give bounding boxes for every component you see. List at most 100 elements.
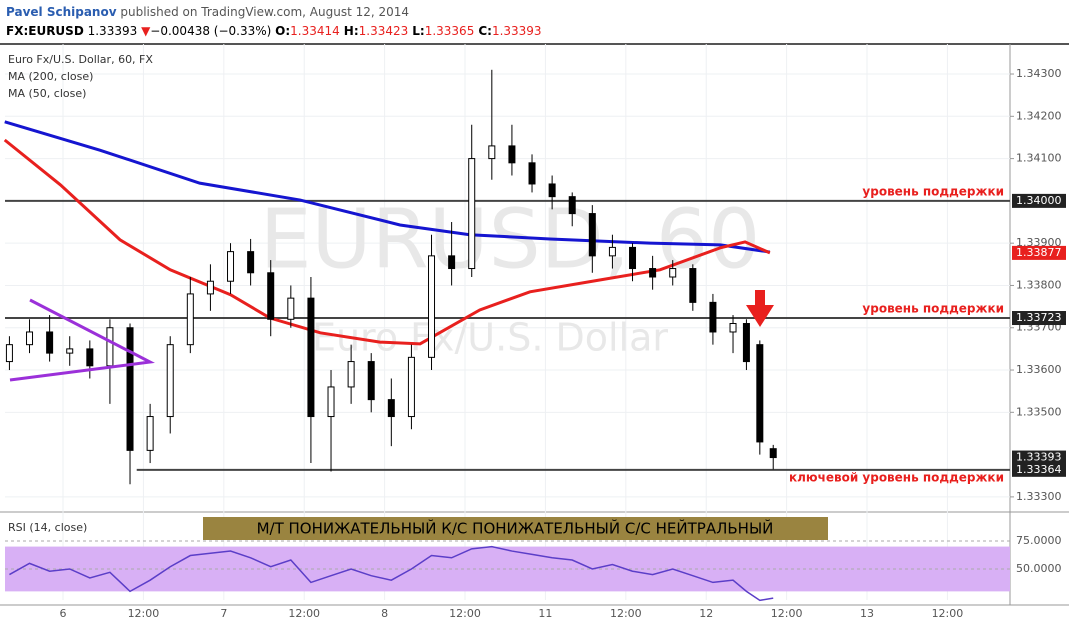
ohlc-key: O: [275, 24, 291, 38]
candle-body [508, 145, 516, 164]
candle-body [46, 331, 54, 354]
candle-body [428, 255, 436, 358]
candle-body [267, 272, 275, 320]
down-arrow [746, 290, 774, 327]
candle-body [206, 280, 214, 295]
price-tag-label: 1.33364 [1016, 463, 1062, 476]
x-tick-label: 8 [381, 607, 388, 620]
x-tick-label: 13 [860, 607, 874, 620]
chart-title: Euro Fx/U.S. Dollar, 60, FX [8, 53, 153, 66]
ohlc-key: C: [478, 24, 492, 38]
symbol: FX:EURUSD [6, 24, 84, 38]
rsi-line [9, 545, 774, 602]
ohlc: O:1.33414 H:1.33423 L:1.33365 C:1.33393 [275, 24, 545, 38]
rsi-title: RSI (14, close) [8, 521, 87, 534]
triangle-pattern [9, 298, 155, 382]
candle-body [186, 293, 194, 346]
candle-body [26, 331, 34, 346]
y-tick-label: 1.33800 [1016, 278, 1062, 291]
level-note: ключевой уровень поддержки [789, 470, 1004, 484]
change-arrow: ▼ [141, 24, 151, 38]
price-tag-label: 1.33723 [1016, 311, 1062, 324]
level-note: уровень поддержки [862, 184, 1004, 198]
candle-body [66, 348, 74, 354]
ohlc-value: 1.33423 [358, 24, 409, 38]
candle-body [488, 145, 496, 160]
ohlc-key: L: [412, 24, 425, 38]
candle-body [448, 255, 456, 270]
x-tick-label: 12:00 [449, 607, 481, 620]
change: −0.00438 (−0.33%) [150, 24, 272, 38]
x-tick-label: 12:00 [610, 607, 642, 620]
candle-body [227, 251, 235, 282]
y-tick-label: 1.33600 [1016, 363, 1062, 376]
author: Pavel Schipanov [6, 5, 117, 19]
candle-body [548, 183, 556, 198]
banner-bg [203, 517, 828, 540]
candle-body [629, 246, 637, 270]
candle-body [106, 327, 114, 367]
candle-body [407, 356, 415, 418]
y-tick-label: 1.33500 [1016, 405, 1062, 418]
y-tick-label: 1.34300 [1016, 67, 1062, 80]
candle-body [756, 344, 764, 443]
candle-body [468, 158, 476, 270]
price-tag [1012, 245, 1066, 260]
candle-body [689, 268, 697, 303]
candle-body [327, 386, 335, 418]
candle-body [769, 448, 777, 459]
ohlc-key: H: [343, 24, 359, 38]
price-tag-label: 1.33877 [1016, 246, 1062, 259]
banner: М/Т ПОНИЖАТЕЛЬНЫЙ К/С ПОНИЖАТЕЛЬНЫЙ С/С … [257, 519, 774, 538]
candle-body [347, 361, 355, 388]
x-tick-label: 12:00 [932, 607, 964, 620]
candle-body [588, 213, 596, 257]
x-tick-label: 12 [699, 607, 713, 620]
candle-body [86, 348, 94, 367]
y-tick-label: 1.34100 [1016, 152, 1062, 165]
candle-body [5, 344, 13, 363]
ma-line [4, 120, 771, 254]
price-tag [1012, 462, 1066, 477]
legend-entry: MA (200, close) [8, 70, 93, 83]
published: published on TradingView.com, August 12,… [120, 5, 410, 19]
price-tag [1012, 450, 1066, 465]
candle-body [568, 196, 576, 215]
x-tick-label: 12:00 [771, 607, 803, 620]
x-tick-label: 11 [538, 607, 552, 620]
candle-body [608, 246, 616, 257]
x-tick-label: 6 [60, 607, 67, 620]
y-tick-label: 75.0000 [1016, 534, 1062, 547]
candle-body [367, 361, 375, 401]
y-tick-label: 1.33300 [1016, 490, 1062, 503]
price-tag [1012, 193, 1066, 208]
legend-entry: MA (50, close) [8, 87, 86, 100]
header: Pavel Schipanov published on TradingView… [6, 3, 546, 41]
candle-body [247, 251, 255, 274]
candle-body [528, 162, 536, 185]
y-tick-label: 50.0000 [1016, 562, 1062, 575]
x-tick-label: 7 [220, 607, 227, 620]
price-tag [1012, 311, 1066, 326]
candle-body [126, 327, 134, 451]
candle-body [742, 323, 750, 363]
candle-body [649, 268, 657, 278]
price-tag-label: 1.33393 [1016, 451, 1062, 464]
x-tick-label: 12:00 [128, 607, 160, 620]
watermark-subtitle: Euro Fx/U.S. Dollar [312, 316, 668, 360]
ohlc-value: 1.33365 [424, 24, 475, 38]
candle-body [287, 297, 295, 320]
last-price: 1.33393 [87, 24, 138, 38]
watermark: EURUSD, 60 [260, 192, 761, 287]
x-tick-label: 12:00 [288, 607, 320, 620]
ma-line [3, 138, 771, 346]
candle-body [166, 344, 174, 418]
y-tick-label: 1.34200 [1016, 109, 1062, 122]
candle-body [729, 323, 737, 333]
level-note: уровень поддержки [862, 302, 1004, 316]
candle-body [387, 399, 395, 418]
rsi-band [5, 546, 1010, 592]
candle-body [669, 268, 677, 278]
